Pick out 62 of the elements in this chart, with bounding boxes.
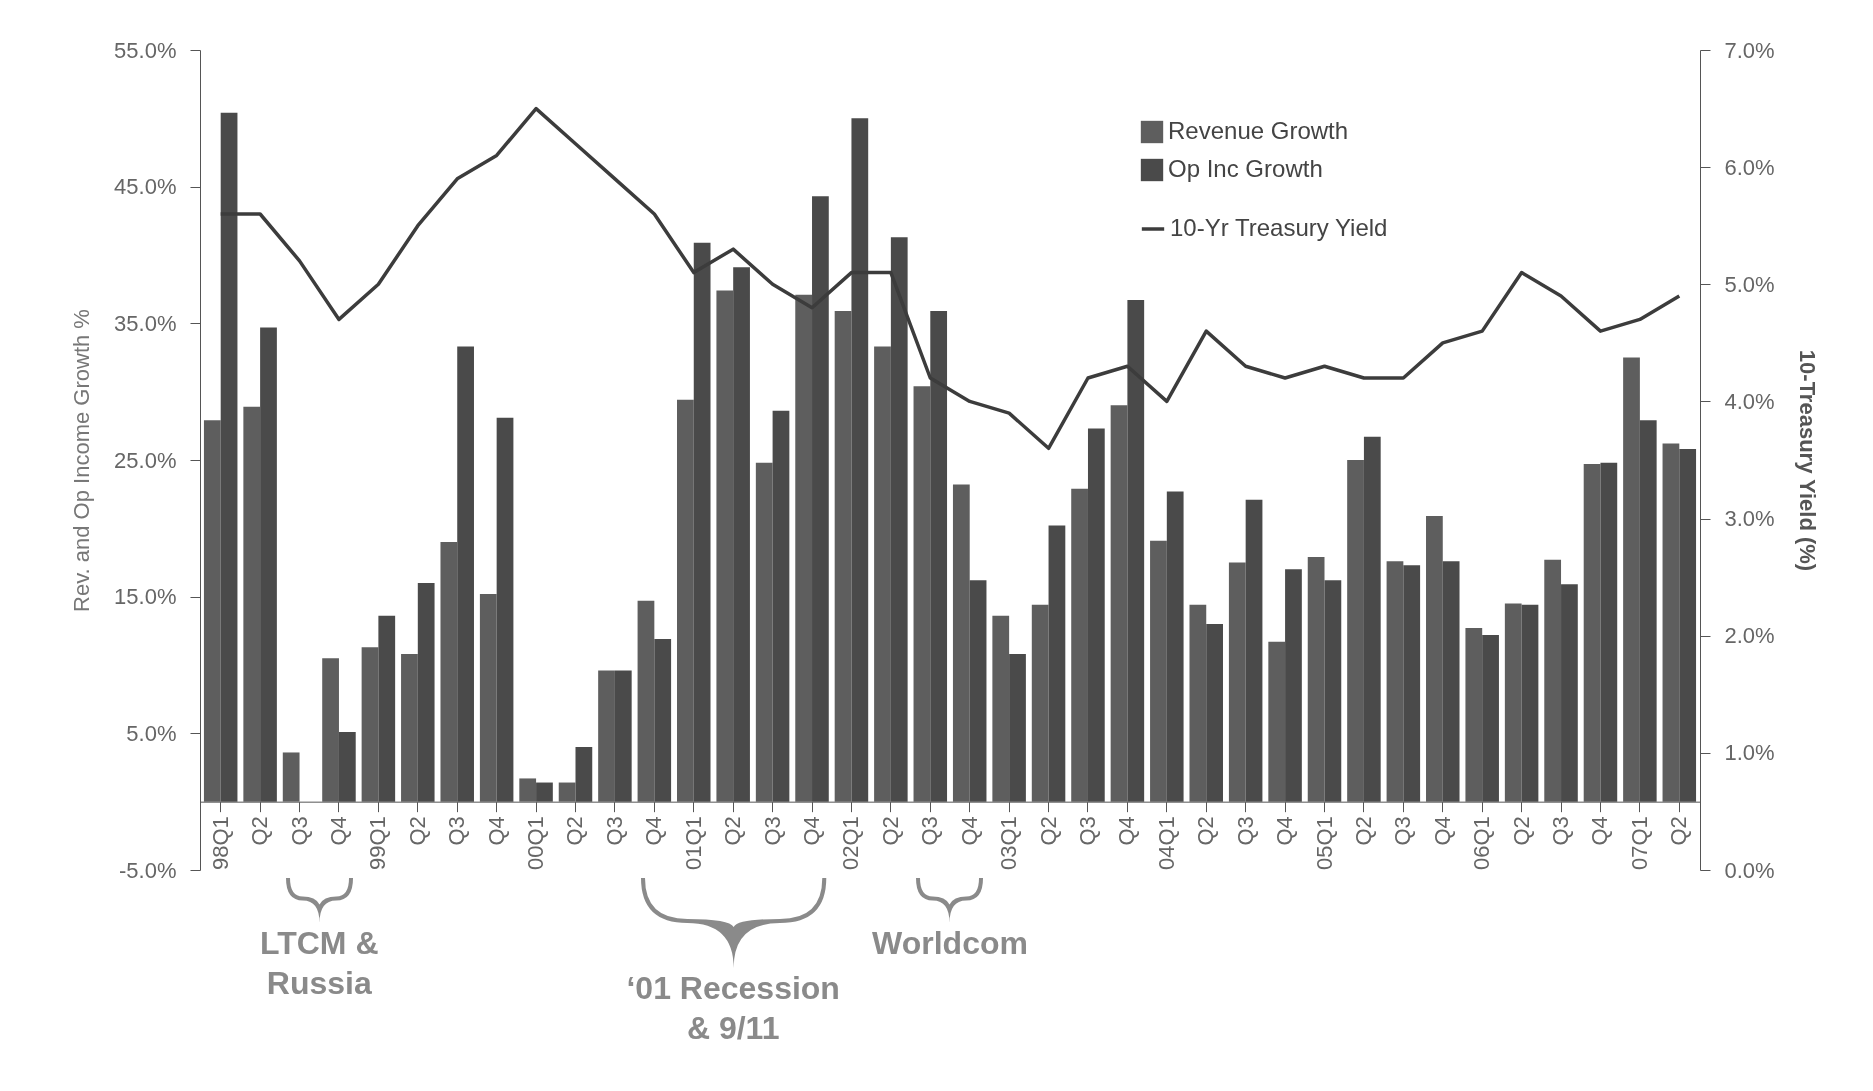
x-tick-label: Q2 [1193, 816, 1219, 846]
line-series [218, 106, 1682, 451]
y2-tick-label: 3.0% [1724, 506, 1775, 532]
x-tick-label: Q4 [956, 816, 982, 846]
x-tick-label: Q3 [286, 816, 312, 846]
x-tick-label: 99Q1 [365, 816, 391, 870]
x-tick-label: 00Q1 [523, 816, 549, 870]
y2-tick-label: 1.0% [1724, 740, 1775, 766]
y2-tick-label: 6.0% [1724, 154, 1775, 180]
x-tick-label: Q4 [1272, 816, 1298, 846]
x-tick-label: Q2 [720, 816, 746, 846]
x-tick-label: Q2 [247, 816, 273, 846]
x-tick-label: Q2 [1508, 816, 1534, 846]
x-tick-label: 01Q1 [680, 816, 706, 870]
y-tick-label: 45.0% [114, 174, 177, 200]
y2-axis-title: 10-Treasury Yield (%) [1794, 349, 1820, 572]
x-tick-label: Q3 [759, 816, 785, 846]
y2-tick-label: 7.0% [1724, 37, 1775, 63]
x-tick-label: Q2 [1350, 816, 1376, 846]
y-tick-label: 5.0% [126, 720, 177, 746]
y2-tick-label: 0.0% [1724, 857, 1775, 883]
x-tick-label: Q3 [444, 816, 470, 846]
y-axis-title: Rev. and Op Income Growth % [69, 309, 95, 612]
x-tick-label: 04Q1 [1153, 816, 1179, 870]
y2-tick-label: 2.0% [1724, 623, 1775, 649]
x-tick-label: 03Q1 [996, 816, 1022, 870]
legend-label: Op Inc Growth [1168, 155, 1323, 182]
x-tick-label: Q4 [799, 816, 825, 846]
x-tick-label: Q3 [1074, 816, 1100, 846]
x-tick-label: Q2 [877, 816, 903, 846]
text: LTCM & Russia [260, 925, 379, 1001]
x-tick-label: Q2 [562, 816, 588, 846]
x-tick-label: Q3 [1390, 816, 1416, 846]
text: ‘01 Recession & 9/11 [626, 970, 840, 1046]
legend-label: 10-Yr Treasury Yield [1170, 214, 1388, 241]
x-tick-label: Q3 [1548, 816, 1574, 846]
x-tick-label: 06Q1 [1469, 816, 1495, 870]
x-tick-label: Q3 [917, 816, 943, 846]
x-tick-label: Q4 [641, 816, 667, 846]
x-tick-label: Q4 [1429, 816, 1455, 846]
x-tick-label: Q4 [483, 816, 509, 846]
x-tick-label: Q3 [601, 816, 627, 846]
x-tick-label: 05Q1 [1311, 816, 1337, 870]
x-tick-label: Q2 [404, 816, 430, 846]
y-tick-label: 15.0% [114, 584, 177, 610]
y2-tick-label: 4.0% [1724, 388, 1775, 414]
text: Worldcom [872, 925, 1028, 961]
x-tick-label: Q4 [1587, 816, 1613, 846]
y2-tick-label: 5.0% [1724, 271, 1775, 297]
y-tick-label: 55.0% [114, 37, 177, 63]
x-tick-label: Q4 [325, 816, 351, 846]
y-tick-label: -5.0% [119, 857, 177, 883]
y-tick-label: 25.0% [114, 447, 177, 473]
x-tick-label: Q3 [1232, 816, 1258, 846]
x-tick-label: Q2 [1035, 816, 1061, 846]
x-tick-label: 02Q1 [838, 816, 864, 870]
x-tick-label: 07Q1 [1626, 816, 1652, 870]
legend-label: Revenue Growth [1168, 117, 1349, 144]
x-tick-label: Q4 [1114, 816, 1140, 846]
x-tick-label: Q2 [1666, 816, 1692, 846]
y-tick-label: 35.0% [114, 310, 177, 336]
x-tick-label: 98Q1 [207, 816, 233, 870]
